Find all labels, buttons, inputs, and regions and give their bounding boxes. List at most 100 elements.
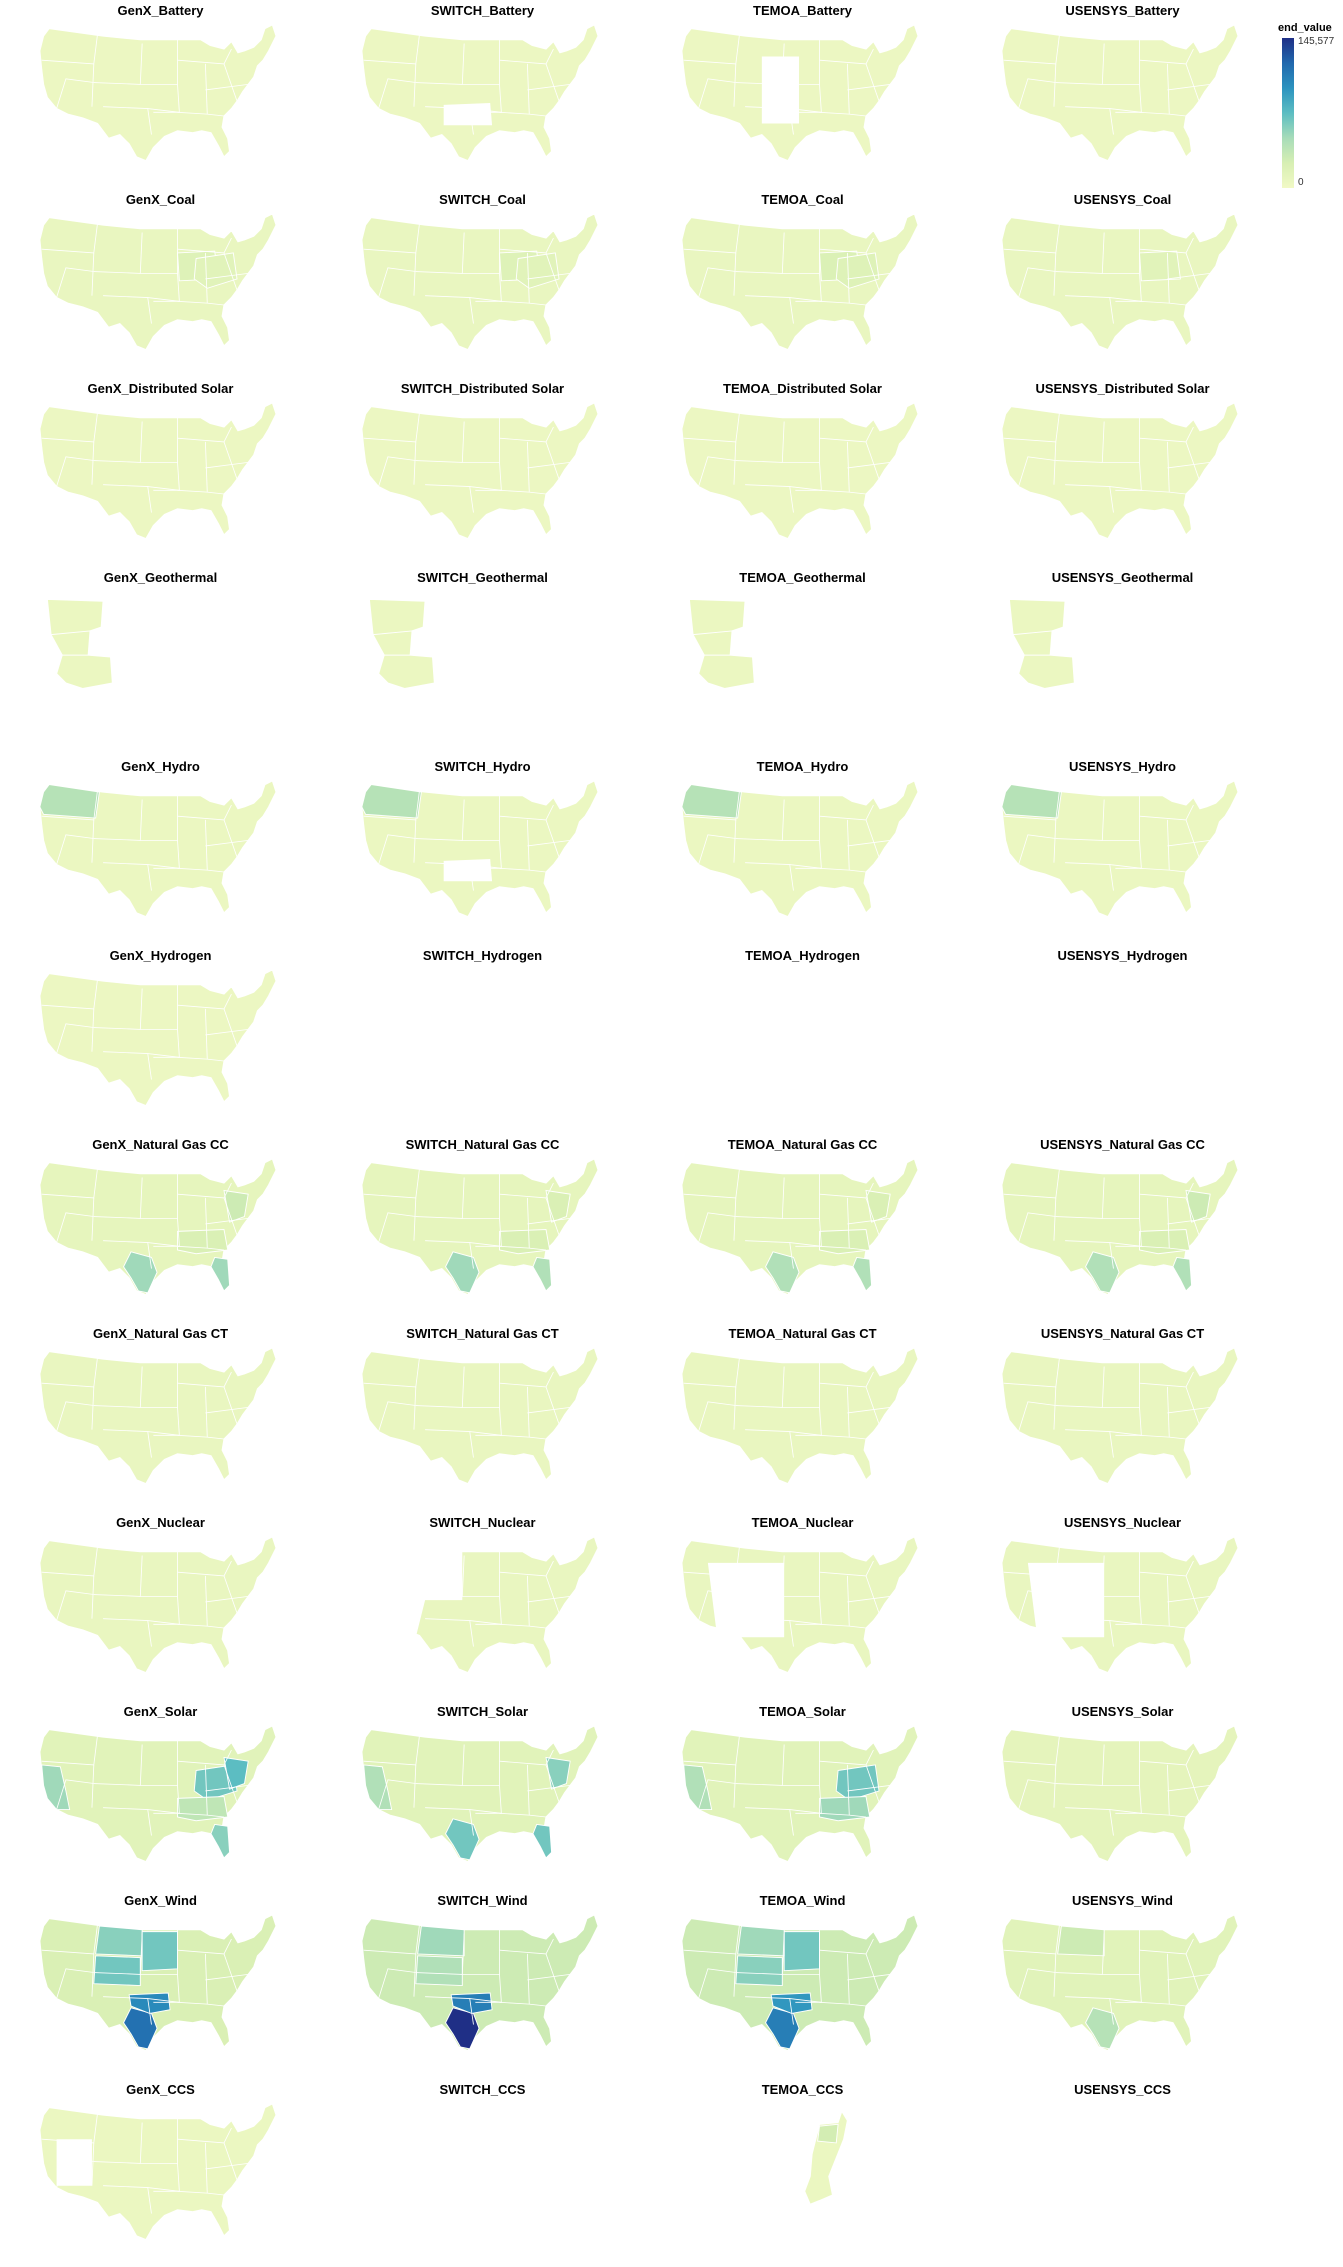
state-border [698,267,736,298]
map-panel: SWITCH_Wind [340,1893,625,2078]
state-border [177,1245,208,1249]
panel-title: SWITCH_Natural Gas CT [406,1326,559,1341]
country-outline [1001,1914,1239,2052]
state-border [733,1953,737,1997]
map-panel: GenX_Coal [18,192,303,377]
state-border [147,864,180,869]
panel-title: TEMOA_Wind [759,1893,846,1908]
state-border [147,297,180,302]
map-panel: SWITCH_CCS [340,2082,625,2267]
state-border [545,252,560,291]
map-panel: GenX_Hydrogen [18,948,303,1133]
state-region-highlight [1139,250,1181,282]
state-border [147,486,180,491]
state-border [527,1217,571,1225]
state-border [1185,441,1200,480]
state-border [526,441,547,495]
map-panel: GenX_Hydro [18,759,303,944]
map-panel: TEMOA_Battery [660,3,945,188]
state-border [527,1973,571,1981]
panel-title: USENSYS_Coal [1073,192,1172,207]
state-border [846,1197,867,1251]
state-border [147,1620,180,1625]
state-border [745,1429,794,1458]
state-border [462,1929,500,1975]
state-border [745,1996,794,2025]
state-border [733,252,737,296]
state-border [462,795,500,841]
state-border [223,819,238,858]
panel-title: USENSYS_Natural Gas CT [1040,1326,1205,1341]
state-region-highlight [123,1251,158,1294]
state-region-highlight [95,1925,143,1957]
us-map [1001,402,1239,540]
state-border [50,630,91,656]
state-border [527,272,571,280]
panel-title: GenX_Natural Gas CT [92,1326,229,1341]
state-border [683,223,740,254]
state-border [462,39,500,85]
state-border [93,1744,143,1786]
state-region-highlight [852,1256,873,1292]
us-map [361,1158,599,1296]
state-border [846,1953,867,2007]
map-panel: GenX_Nuclear [18,1515,303,1700]
state-border [1109,1998,1142,2003]
country-outline [361,780,599,918]
state-border [499,804,554,821]
country-outline [39,1725,277,1863]
state-border [545,819,560,858]
state-border [378,456,416,487]
panel-title: SWITCH_Hydrogen [422,948,543,963]
state-border [223,1764,238,1803]
state-border [527,1784,571,1792]
state-border [413,1197,417,1241]
state-border [733,1197,737,1241]
country-outline [39,1536,277,1674]
state-border [499,48,554,65]
state-border [698,1968,736,1999]
state-border [1018,1968,1056,1999]
country-outline [361,213,599,351]
state-border [462,1551,500,1597]
panel-title: GenX_Battery [117,3,204,18]
panel-title: USENSYS_Natural Gas CC [1040,1137,1205,1152]
country-outline [1001,1347,1239,1485]
us-map [804,2109,848,2206]
country-outline [681,1725,919,1863]
state-border [1065,484,1114,513]
state-border [177,111,208,115]
map-panel: SWITCH_Battery [340,3,625,188]
state-border [223,1008,238,1047]
us-map [39,1158,277,1296]
state-border [56,1968,94,1999]
state-region-highlight [783,1931,820,1972]
state-border [499,489,530,493]
state-border [698,834,736,865]
country-outline [361,1914,599,2052]
us-map [1008,598,1075,690]
state-border [782,795,820,841]
panel-title: USENSYS_Battery [1065,3,1180,18]
state-border [526,1386,547,1440]
state-border [91,1386,95,1430]
state-border [733,1764,737,1808]
state-border [782,1551,820,1597]
country-outline [39,1347,277,1485]
state-border [1102,228,1140,274]
state-border [56,78,94,109]
us-map [39,24,277,162]
us-map [681,213,919,351]
state-border [1139,1434,1170,1438]
state-border [91,819,95,863]
state-border [1003,790,1060,821]
state-region-highlight [1001,784,1062,819]
state-border [1102,1740,1140,1786]
panel-title: SWITCH_Geothermal [417,570,548,585]
state-region [46,598,113,690]
state-border [698,78,736,109]
panel-title: USENSYS_Distributed Solar [1035,381,1210,396]
state-border [413,1764,417,1808]
state-border [204,819,225,873]
state-border [413,252,417,296]
